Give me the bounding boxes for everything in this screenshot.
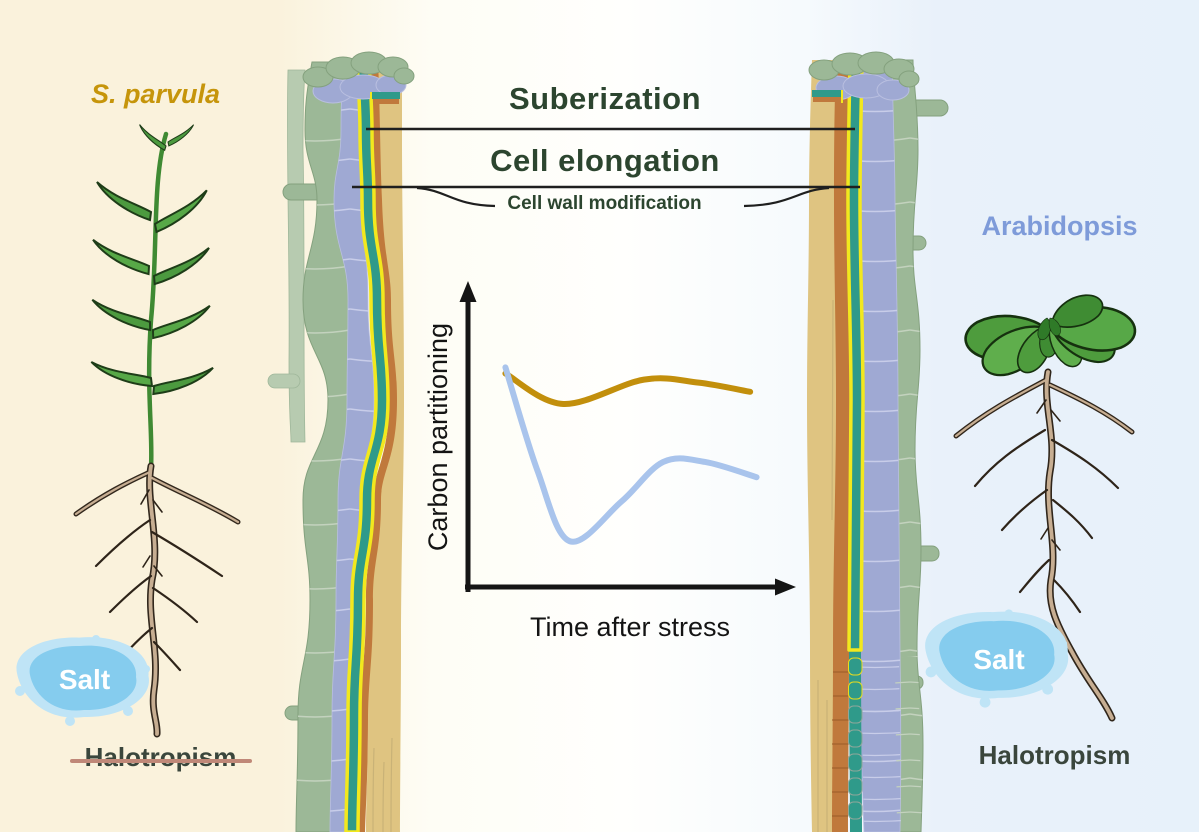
meristem-endodermis-cells — [848, 657, 863, 820]
root-tip-cap-cells — [302, 51, 415, 106]
annotation-lines — [352, 127, 860, 208]
chart-x-axis-label: Time after stress — [529, 612, 731, 642]
suberin-partial-outline — [846, 59, 865, 652]
stele-cell-walls — [817, 299, 834, 832]
annotation-cell-wall-modification: Cell wall modification — [507, 193, 702, 214]
rosette-leaves — [963, 289, 1139, 386]
cortex-cell-walls — [330, 62, 374, 832]
stem — [146, 131, 169, 471]
meristem-dense-cells-cortex — [861, 656, 901, 832]
stele-band — [807, 60, 840, 832]
pericycle-cell-walls — [832, 671, 848, 817]
s-parvula-illustration — [73, 124, 241, 738]
root-hair-icon — [267, 373, 301, 389]
root-cap-remnant-strip — [287, 69, 306, 443]
arabidopsis-illustration — [953, 289, 1139, 722]
endodermis-suberized-band — [344, 60, 390, 832]
annotation-cell-elongation: Cell elongation — [490, 143, 720, 178]
y-axis-arrowhead — [459, 281, 477, 302]
stele-band — [366, 62, 404, 832]
chart-series-arabidopsis — [502, 364, 760, 545]
brace-curve-left — [416, 186, 496, 208]
halotropism-label-right: Halotropism — [978, 740, 1131, 770]
halotropism-label-left: Halotropism — [84, 742, 237, 772]
root-system — [953, 368, 1135, 722]
root-section-right — [807, 51, 949, 832]
salt-splash-right — [925, 609, 1069, 708]
pericycle-band — [357, 62, 397, 832]
species-label-s-parvula: S. parvula — [90, 79, 221, 109]
chart-y-axis-label: Carbon partitioning — [423, 322, 453, 552]
root-tip-cap-cells — [808, 51, 920, 103]
annotation-suberization: Suberization — [508, 81, 701, 116]
salt-label-left: Salt — [58, 664, 111, 695]
chart-axes — [459, 281, 796, 596]
chart-curves — [502, 364, 760, 545]
root-system — [73, 462, 241, 738]
x-axis-arrowhead — [775, 578, 796, 596]
brace-curve-right — [743, 186, 830, 208]
salt-splash-left — [15, 635, 150, 726]
salt-label-right: Salt — [973, 644, 1025, 675]
cortex-cell-walls — [858, 60, 901, 832]
chart-series-s-parvula — [502, 370, 754, 408]
stele-cell-walls — [372, 737, 393, 832]
meristem-dense-cells-epidermis — [895, 656, 922, 832]
species-label-arabidopsis: Arabidopsis — [981, 211, 1138, 241]
halotropism-strikethrough-line — [70, 759, 252, 763]
root-section-left — [267, 51, 415, 832]
